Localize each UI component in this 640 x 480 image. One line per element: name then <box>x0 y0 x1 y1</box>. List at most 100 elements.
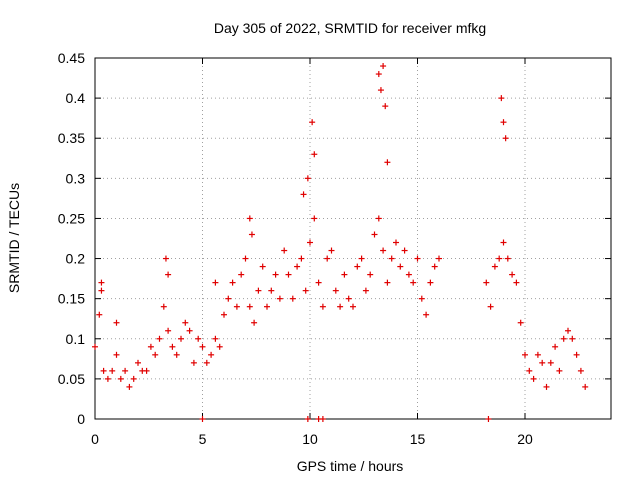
y-tick-label: 0 <box>77 411 85 427</box>
data-point <box>485 416 492 422</box>
data-point <box>113 351 120 358</box>
data-point <box>208 351 215 358</box>
data-point <box>377 87 384 94</box>
data-point <box>165 271 172 278</box>
data-point <box>309 119 316 126</box>
data-point <box>135 359 141 366</box>
data-point <box>186 327 193 334</box>
data-point <box>354 263 361 270</box>
data-point <box>216 343 223 350</box>
grid-lines <box>95 58 611 419</box>
data-point <box>238 271 245 278</box>
data-point <box>98 287 105 294</box>
x-tick-label: 10 <box>302 431 318 447</box>
data-point <box>199 416 206 422</box>
data-point <box>319 303 326 310</box>
data-point <box>414 255 421 262</box>
data-point <box>100 367 107 374</box>
data-point <box>190 359 197 366</box>
data-point <box>498 95 505 102</box>
chart-title: Day 305 of 2022, SRMTID for receiver mfk… <box>214 20 486 36</box>
data-point <box>259 263 266 270</box>
data-point <box>565 327 571 334</box>
data-point <box>552 343 559 350</box>
data-point <box>547 359 554 366</box>
data-point <box>384 279 391 286</box>
axis-ticks: 0 0.05 0.1 0.15 0.2 0.25 0.3 0.35 0.4 0.45 0 5 10 15 2… <box>58 50 611 447</box>
data-point <box>526 367 533 374</box>
data-point <box>513 279 520 286</box>
data-point <box>122 367 129 374</box>
y-tick-label: 0.2 <box>66 251 86 267</box>
data-point <box>281 247 288 254</box>
data-point <box>530 375 537 382</box>
data-point <box>255 287 262 294</box>
data-point <box>487 303 494 310</box>
data-point <box>246 215 253 222</box>
data-point <box>483 279 490 286</box>
data-point <box>96 311 103 318</box>
data-point <box>431 263 438 270</box>
data-point <box>285 271 292 278</box>
data-point <box>573 351 580 358</box>
data-point <box>517 319 524 326</box>
data-point <box>173 351 180 358</box>
data-point <box>225 295 232 302</box>
plot-frame <box>94 57 612 420</box>
y-axis-label: SRMTID / TECUs <box>6 183 22 293</box>
data-point <box>423 311 430 318</box>
data-point <box>212 279 219 286</box>
data-point <box>328 247 335 254</box>
x-tick-label: 20 <box>517 431 533 447</box>
data-point <box>195 335 202 342</box>
data-point <box>311 151 318 158</box>
data-point <box>143 367 150 374</box>
data-point <box>375 215 382 222</box>
data-point <box>92 343 98 350</box>
data-point <box>380 247 387 254</box>
data-point <box>300 191 307 198</box>
data-point <box>491 263 498 270</box>
data-point <box>410 279 417 286</box>
data-point <box>294 263 301 270</box>
data-points <box>92 63 589 422</box>
data-point <box>358 255 365 262</box>
data-point <box>324 255 331 262</box>
y-tick-label: 0.25 <box>58 210 85 226</box>
data-point <box>371 231 378 238</box>
data-point <box>560 335 567 342</box>
data-point <box>577 367 584 374</box>
data-point <box>117 375 124 382</box>
data-point <box>212 335 219 342</box>
data-point <box>233 303 240 310</box>
x-axis-label: GPS time / hours <box>297 458 404 474</box>
y-tick-label: 0.3 <box>66 170 86 186</box>
data-point <box>504 255 511 262</box>
data-point <box>178 335 184 342</box>
data-point <box>98 279 105 286</box>
data-point <box>509 271 516 278</box>
data-point <box>289 295 296 302</box>
data-point <box>367 271 374 278</box>
data-point <box>375 71 382 78</box>
y-tick-label: 0.15 <box>58 291 85 307</box>
data-point <box>539 359 546 366</box>
data-point <box>496 255 503 262</box>
data-point <box>337 303 344 310</box>
data-point <box>109 367 116 374</box>
data-point <box>522 351 528 358</box>
data-point <box>246 303 253 310</box>
data-point <box>436 255 442 262</box>
data-point <box>298 255 305 262</box>
data-point <box>272 271 279 278</box>
x-tick-label: 0 <box>91 431 99 447</box>
data-point <box>302 287 309 294</box>
data-point <box>156 335 163 342</box>
y-tick-label: 0.1 <box>66 331 86 347</box>
data-point <box>362 287 369 294</box>
data-point <box>152 351 159 358</box>
data-point <box>160 303 167 310</box>
y-tick-label: 0.4 <box>66 90 86 106</box>
data-point <box>397 263 404 270</box>
x-tick-label: 5 <box>199 431 207 447</box>
